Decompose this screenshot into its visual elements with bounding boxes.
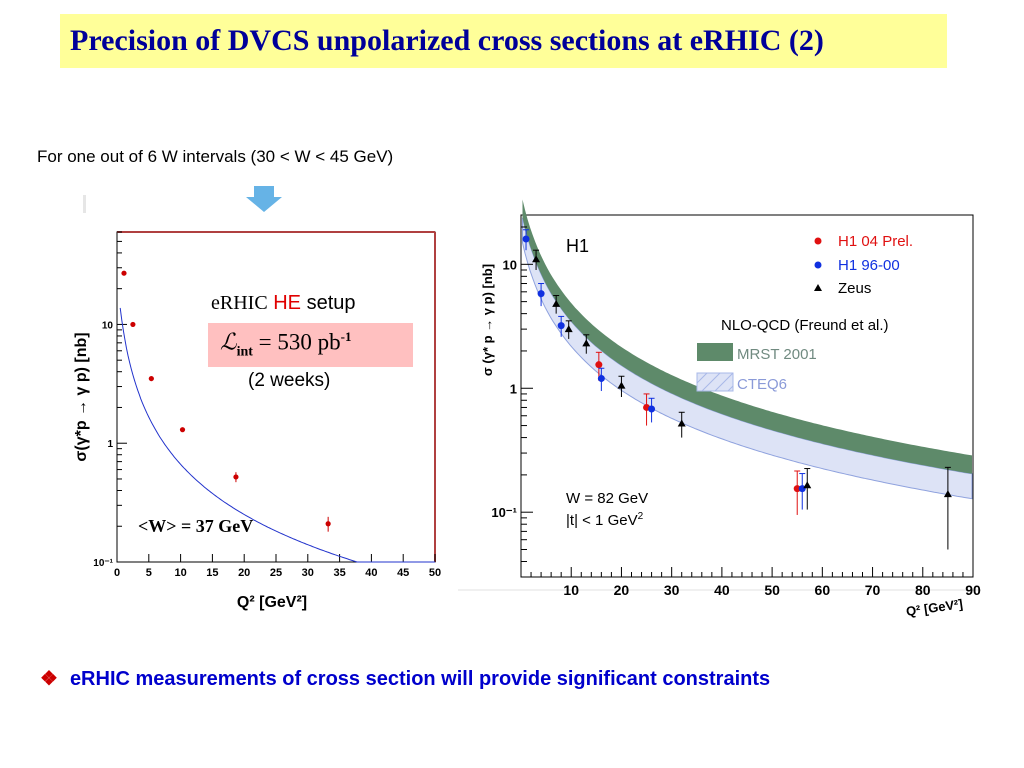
left-x-tick-label: 10	[174, 567, 186, 579]
left-x-tick-label: 5	[146, 567, 152, 579]
right-point-zeus	[532, 255, 541, 263]
mean-w-label: <W> = 37 GeV	[138, 516, 254, 536]
left-fit-curve	[119, 307, 435, 563]
legend-cteq-hatch	[696, 372, 734, 392]
erhic-he: HE	[273, 292, 302, 314]
right-point-zeus	[564, 325, 573, 333]
left-x-tick-label: 45	[397, 567, 409, 579]
right-x-tick-label: 40	[714, 582, 730, 598]
legend-h1-04-marker	[814, 237, 822, 245]
right-point-h1-96-00	[648, 405, 656, 413]
left-data-point	[325, 521, 331, 527]
left-x-tick-label: 35	[333, 567, 345, 579]
right-point-h1-96-00	[798, 485, 806, 493]
left-x-tick-label: 25	[270, 567, 282, 579]
right-point-zeus	[677, 419, 686, 427]
right-point-h1-04-prel	[793, 485, 801, 493]
legend-cteq-swatch	[696, 372, 734, 392]
right-x-tick-label: 10	[563, 582, 579, 598]
right-point-zeus	[582, 339, 591, 347]
right-y-tick-label: 10⁻¹	[491, 505, 517, 520]
right-point-h1-96-00	[537, 290, 545, 298]
right-x-tick-label: 30	[664, 582, 680, 598]
luminosity-box: ℒint = 530 pb-1	[208, 323, 413, 367]
right-point-h1-96-00	[557, 322, 565, 330]
left-data-point	[148, 375, 154, 382]
down-arrow-icon	[246, 186, 282, 212]
left-y-tick-label: 1	[107, 439, 113, 450]
left-y-tick-label: 10	[102, 320, 114, 331]
left-x-tick-label: 50	[429, 567, 441, 579]
legend-zeus-label: Zeus	[838, 280, 871, 297]
conclusion-bullet: ❖ eRHIC measurements of cross section wil…	[40, 666, 770, 691]
right-point-zeus	[943, 490, 952, 498]
left-x-tick-label: 30	[302, 567, 314, 579]
legend-zeus-marker	[814, 284, 822, 291]
nlo-qcd-label: NLO-QCD (Freund et al.)	[721, 317, 889, 334]
t-range-label: |t| < 1 GeV2	[566, 511, 644, 529]
right-point-zeus	[617, 381, 626, 389]
legend-h1-96-label: H1 96-00	[838, 257, 900, 274]
duration-label: (2 weeks)	[248, 370, 331, 391]
right-point-zeus	[552, 299, 561, 307]
w-interval-caption: For one out of 6 W intervals (30 < W < 4…	[37, 147, 394, 166]
right-point-h1-04-prel	[595, 361, 603, 369]
title-box: Precision of DVCS unpolarized cross sect…	[60, 14, 947, 68]
left-data-point	[130, 321, 136, 328]
right-point-h1-96-00	[522, 235, 530, 243]
conclusion-text: eRHIC measurements of cross section will…	[69, 668, 771, 690]
left-y-axis-label: σ(γ*p → γ p) [nb]	[73, 332, 90, 461]
decorative-bar	[83, 195, 86, 213]
left-y-tick-label: 10⁻¹	[93, 558, 113, 569]
right-x-tick-label: 20	[614, 582, 630, 598]
right-plot-frame	[520, 214, 974, 578]
right-x-axis-label: Q² [GeV²]	[905, 596, 964, 619]
left-data-point	[179, 427, 186, 433]
diamond-bullet-icon: ❖	[40, 668, 58, 690]
lumi-value: = 530 pb	[258, 329, 341, 355]
legend-h1-04-label: H1 04 Prel.	[838, 233, 913, 250]
right-point-h1-96-00	[597, 374, 605, 382]
right-mrst-band	[522, 199, 972, 474]
legend-mrst-swatch	[697, 343, 733, 361]
right-y-tick-label: 10	[503, 257, 517, 272]
right-x-tick-label: 80	[915, 582, 931, 598]
legend-cteq-label: CTEQ6	[737, 376, 787, 393]
right-y-tick-label: 1	[510, 381, 517, 396]
lumi-symbol: ℒ	[220, 329, 237, 355]
right-y-axis-label: σ (γ* p → γ p) [nb]	[480, 264, 495, 376]
h1-label: H1	[566, 236, 589, 256]
erhic-suffix: setup	[306, 292, 356, 314]
left-x-tick-label: 40	[365, 567, 377, 579]
lumi-exponent: -1	[340, 329, 352, 344]
legend-mrst-label: MRST 2001	[737, 346, 817, 363]
right-x-tick-label: 50	[764, 582, 780, 598]
right-x-tick-label: 90	[965, 582, 981, 598]
erhic-prefix: eRHIC	[211, 292, 268, 314]
w-value-label: W = 82 GeV	[566, 490, 648, 507]
left-x-tick-label: 0	[114, 567, 120, 579]
left-x-tick-label: 15	[206, 567, 218, 579]
left-x-tick-label: 20	[238, 567, 250, 579]
luminosity-formula: ℒint = 530 pb-1	[220, 329, 352, 360]
legend-h1-96-marker	[814, 261, 822, 269]
lumi-subscript: int	[236, 344, 253, 360]
page-title: Precision of DVCS unpolarized cross sect…	[70, 24, 824, 57]
left-data-point	[233, 474, 239, 480]
left-data-point	[121, 270, 127, 276]
right-x-tick-label: 60	[815, 582, 831, 598]
erhic-setup-label: eRHIC HE setup	[211, 292, 356, 315]
right-x-tick-label: 70	[865, 582, 881, 598]
right-point-zeus	[803, 481, 812, 489]
left-x-axis-label: Q² [GeV²]	[237, 594, 307, 611]
